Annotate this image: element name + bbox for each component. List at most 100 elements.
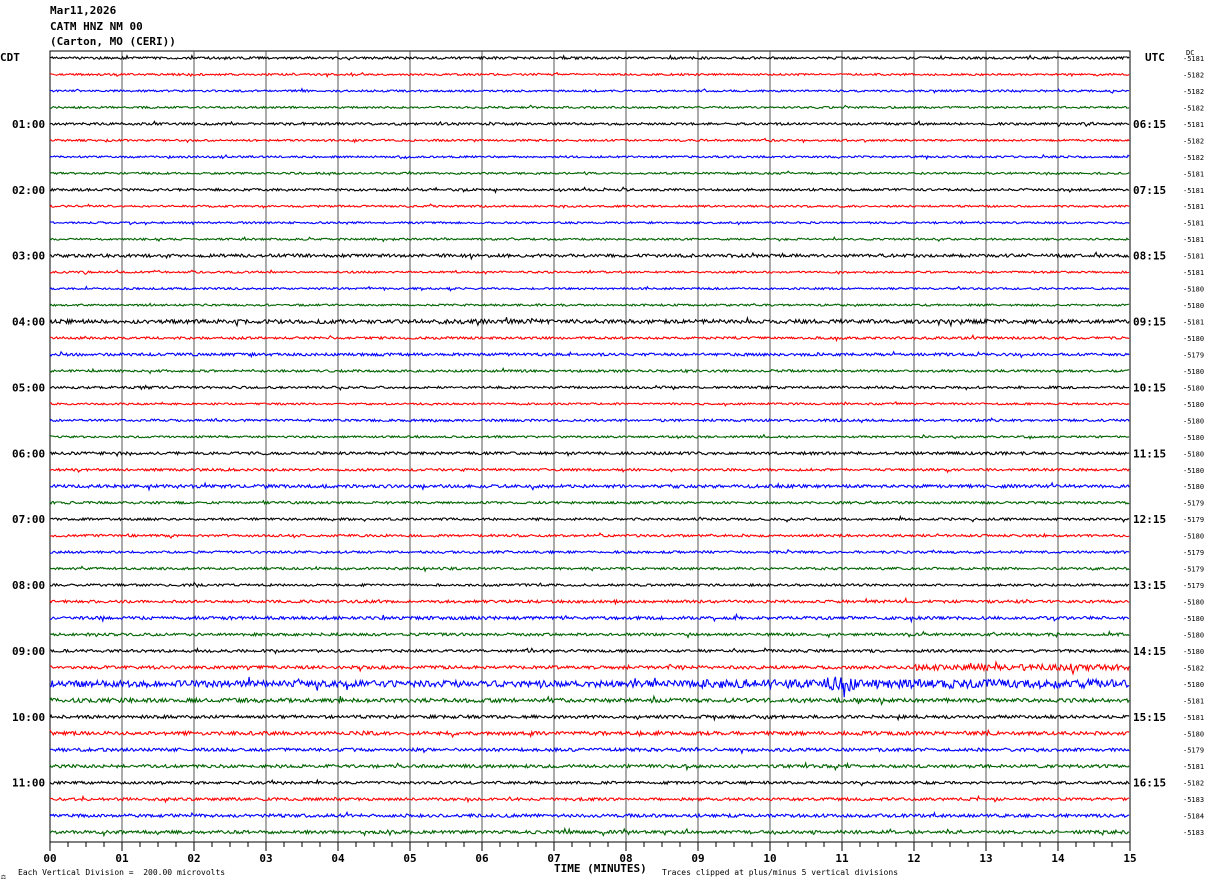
corner-mark-icon: ⚖ bbox=[1, 872, 6, 881]
dc-offset-label: -5181 bbox=[1183, 253, 1204, 261]
x-tick-label: 07 bbox=[547, 852, 560, 865]
x-tick-label: 06 bbox=[475, 852, 489, 865]
dc-offset-label: -5181 bbox=[1183, 220, 1204, 228]
cdt-hour-label: 11:00 bbox=[12, 777, 45, 790]
seismic-trace bbox=[49, 713, 1130, 722]
utc-hour-label: 13:15 bbox=[1133, 579, 1166, 592]
cdt-hour-label: 10:00 bbox=[12, 711, 45, 724]
x-tick-label: 15 bbox=[1123, 852, 1136, 865]
seismic-trace bbox=[49, 137, 1130, 144]
dc-offset-label: -5180 bbox=[1183, 730, 1204, 738]
seismic-trace bbox=[49, 794, 1130, 804]
utc-hour-label: 14:15 bbox=[1133, 645, 1166, 658]
dc-offset-label: -5180 bbox=[1183, 533, 1204, 541]
cdt-hour-label: 01:00 bbox=[12, 118, 45, 131]
dc-offset-label: -5179 bbox=[1183, 351, 1204, 359]
seismic-trace bbox=[49, 760, 1130, 772]
seismic-trace bbox=[49, 315, 1130, 328]
seismic-trace bbox=[49, 417, 1130, 424]
dc-offset-label: -5180 bbox=[1183, 648, 1204, 656]
dc-offset-label: -5181 bbox=[1183, 187, 1204, 195]
seismic-trace bbox=[49, 565, 1130, 573]
seismic-trace bbox=[49, 203, 1130, 209]
utc-hour-label: 16:15 bbox=[1133, 777, 1166, 790]
dc-offset-label: -5179 bbox=[1183, 549, 1204, 557]
seismic-trace bbox=[49, 384, 1130, 391]
seismic-trace bbox=[49, 481, 1130, 492]
cdt-hour-label: 06:00 bbox=[12, 447, 45, 460]
dc-offset-label: -5181 bbox=[1183, 170, 1204, 178]
x-tick-label: 12 bbox=[907, 852, 920, 865]
dc-offset-label: -5182 bbox=[1183, 780, 1204, 788]
scale-note: Each Vertical Division = 200.00 microvol… bbox=[18, 868, 226, 877]
seismic-trace bbox=[49, 433, 1130, 441]
seismic-trace bbox=[49, 71, 1130, 79]
dc-offset-label: -5179 bbox=[1183, 747, 1204, 755]
dc-offset-label: -5179 bbox=[1183, 516, 1204, 524]
utc-hour-label: 07:15 bbox=[1133, 184, 1166, 197]
dc-offset-label: -5182 bbox=[1183, 137, 1204, 145]
dc-offset-label: -5182 bbox=[1183, 664, 1204, 672]
dc-offset-label: -5181 bbox=[1183, 697, 1204, 705]
seismic-trace bbox=[49, 728, 1130, 739]
seismic-trace bbox=[49, 251, 1130, 261]
seismic-trace bbox=[49, 694, 1130, 707]
dc-offset-label: -5180 bbox=[1183, 384, 1204, 392]
dc-offset-label: -5180 bbox=[1183, 286, 1204, 294]
dc-offset-label: -5181 bbox=[1183, 121, 1204, 129]
dc-header: DC bbox=[1186, 49, 1195, 57]
right-timezone-label: UTC bbox=[1145, 51, 1165, 64]
seismic-trace bbox=[49, 646, 1130, 655]
seismic-trace bbox=[49, 499, 1130, 506]
seismic-trace bbox=[49, 548, 1130, 555]
dc-offset-label: -5180 bbox=[1183, 599, 1204, 607]
seismic-trace bbox=[49, 596, 1130, 606]
seismic-trace bbox=[49, 54, 1130, 61]
seismic-trace bbox=[49, 153, 1130, 161]
dc-offset-label: -5180 bbox=[1183, 450, 1204, 458]
seismic-trace bbox=[49, 778, 1130, 787]
dc-offset-label: -5181 bbox=[1183, 269, 1204, 277]
dc-offset-label: -5184 bbox=[1183, 813, 1204, 821]
seismic-trace bbox=[49, 450, 1130, 458]
dc-offset-label: -5180 bbox=[1183, 368, 1204, 376]
dc-offset-label: -5180 bbox=[1183, 681, 1204, 689]
seismic-trace bbox=[49, 514, 1130, 523]
dc-offset-label: -5181 bbox=[1183, 236, 1204, 244]
seismic-trace bbox=[49, 532, 1130, 540]
cdt-hour-label: 02:00 bbox=[12, 184, 45, 197]
seismic-trace bbox=[49, 169, 1130, 177]
dc-offset-label: -5182 bbox=[1183, 88, 1204, 96]
utc-hour-label: 12:15 bbox=[1133, 513, 1166, 526]
cdt-hour-label: 04:00 bbox=[12, 316, 45, 329]
dc-offset-label: -5179 bbox=[1183, 582, 1204, 590]
seismic-trace bbox=[49, 581, 1130, 589]
utc-hour-label: 09:15 bbox=[1133, 316, 1166, 329]
seismic-trace bbox=[49, 120, 1130, 128]
seismic-trace bbox=[49, 810, 1130, 819]
seismic-trace bbox=[49, 629, 1130, 639]
dc-offset-label: -5179 bbox=[1183, 566, 1204, 574]
cdt-hour-label: 08:00 bbox=[12, 579, 45, 592]
dc-offset-label: -5180 bbox=[1183, 417, 1204, 425]
seismic-trace bbox=[49, 334, 1130, 343]
x-tick-label: 05 bbox=[403, 852, 416, 865]
dc-offset-label: -5180 bbox=[1183, 434, 1204, 442]
seismic-trace bbox=[49, 87, 1130, 94]
clip-note: Traces clipped at plus/minus 5 vertical … bbox=[662, 868, 899, 877]
station-code: CATM HNZ NM 00 bbox=[50, 20, 143, 33]
dc-offset-label: -5180 bbox=[1183, 401, 1204, 409]
seismic-trace bbox=[49, 367, 1130, 375]
x-tick-label: 14 bbox=[1051, 852, 1065, 865]
dc-offset-label: -5180 bbox=[1183, 467, 1204, 475]
dc-offset-label: -5180 bbox=[1183, 335, 1204, 343]
x-tick-label: 11 bbox=[835, 852, 849, 865]
seismic-trace bbox=[49, 285, 1130, 292]
seismic-trace bbox=[49, 676, 1130, 698]
x-tick-label: 02 bbox=[187, 852, 200, 865]
x-tick-label: 08 bbox=[619, 852, 632, 865]
utc-hour-label: 08:15 bbox=[1133, 250, 1166, 263]
dc-offset-label: -5181 bbox=[1183, 763, 1204, 771]
